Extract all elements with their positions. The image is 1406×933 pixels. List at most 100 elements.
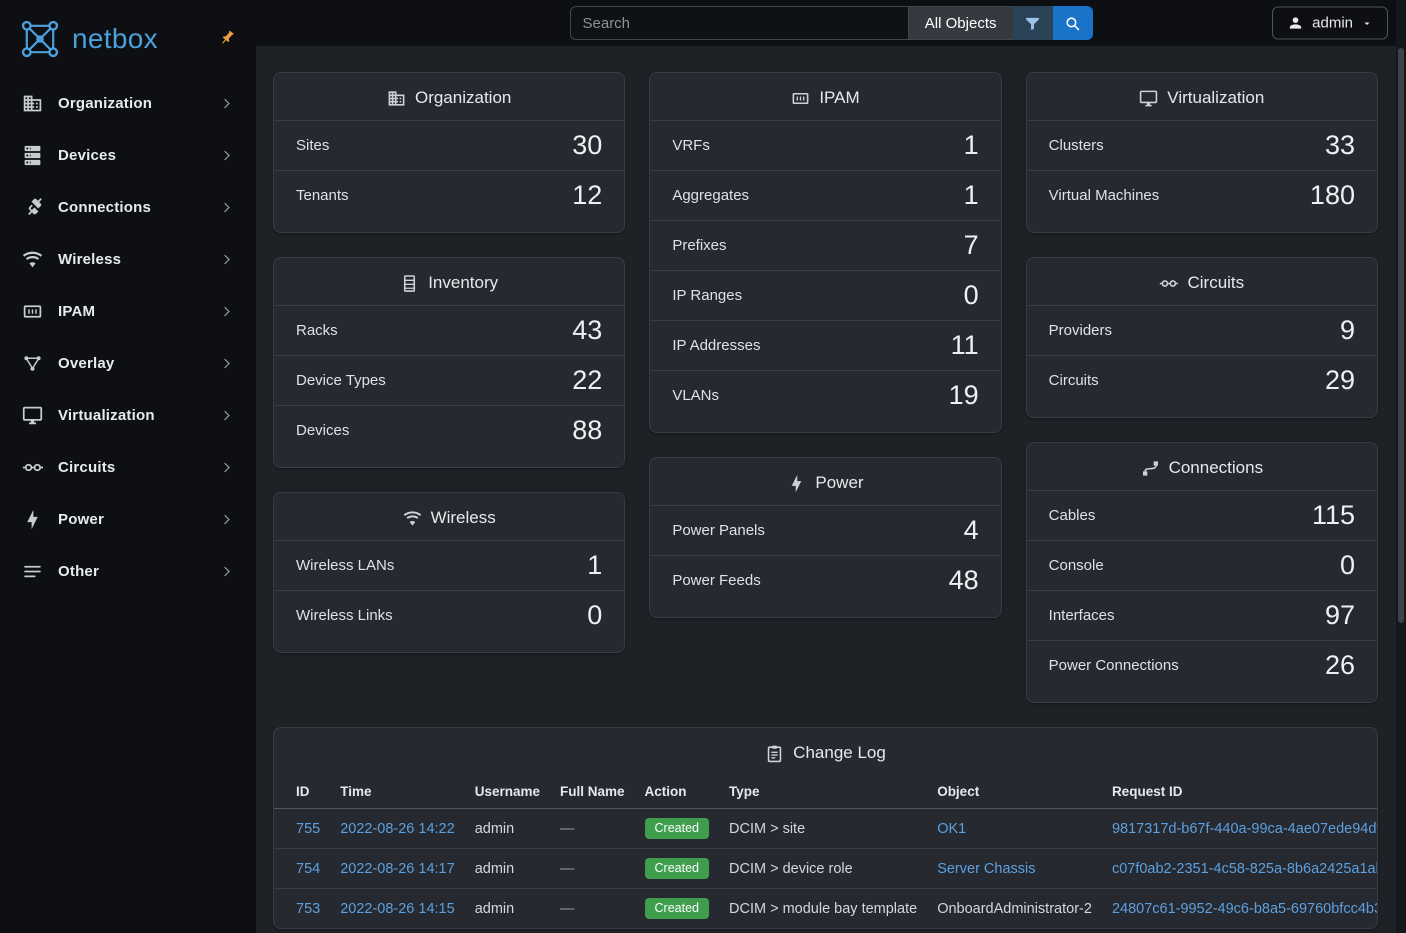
chevron-right-icon (219, 200, 234, 215)
column-header-full-name[interactable]: Full Name (550, 775, 635, 809)
stat-label: Devices (296, 422, 350, 439)
change-time-link[interactable]: 2022-08-26 14:15 (340, 900, 455, 917)
stat-label: Power Panels (672, 522, 765, 539)
column-header-type[interactable]: Type (719, 775, 928, 809)
sidebar-item-other[interactable]: Other (0, 545, 256, 597)
stat-value[interactable]: 43 (572, 315, 603, 345)
change-time-link[interactable]: 2022-08-26 14:17 (340, 860, 455, 877)
stat-row-vrfs: VRFs 1 (650, 120, 1001, 170)
transit-icon (22, 457, 43, 478)
change-id-link[interactable]: 755 (296, 820, 321, 837)
dashboard-column-1: Organization Sites 30 Tenants 12 (273, 72, 626, 653)
stat-value[interactable]: 30 (572, 130, 603, 160)
stat-label: Wireless Links (296, 607, 393, 624)
change-object: OnboardAdministrator-2 (937, 900, 1092, 917)
stat-value[interactable]: 26 (1324, 650, 1355, 680)
object-type-dropdown-button[interactable]: All Objects (907, 6, 1013, 40)
stat-value[interactable]: 0 (1339, 550, 1355, 580)
pin-sidebar-icon[interactable] (218, 29, 236, 47)
stat-value[interactable]: 12 (572, 180, 603, 210)
stat-value[interactable]: 0 (587, 600, 603, 630)
card-title: Circuits (1187, 273, 1245, 292)
dashboard-column-2: IPAM VRFs 1 Aggregates 1 Prefixes 7 (649, 72, 1002, 618)
stat-value[interactable]: 48 (948, 565, 979, 595)
sidebar-item-virtualization[interactable]: Virtualization (0, 389, 256, 441)
connection-icon (22, 197, 43, 218)
change-object-link[interactable]: OK1 (937, 820, 967, 837)
change-type: DCIM > site (729, 820, 806, 837)
stat-value[interactable]: 11 (950, 330, 979, 360)
stat-value[interactable]: 19 (948, 380, 979, 410)
user-menu-button[interactable]: admin (1272, 6, 1388, 40)
card-title: Organization (414, 88, 512, 107)
page-scrollbar-thumb[interactable] (1398, 48, 1404, 623)
stat-value[interactable]: 29 (1324, 365, 1355, 395)
column-header-request-id[interactable]: Request ID (1101, 775, 1377, 809)
action-badge: Created (644, 898, 709, 919)
change-id-link[interactable]: 754 (296, 860, 321, 877)
stat-row-vlans: VLANs 19 (650, 370, 1001, 420)
stat-value[interactable]: 4 (963, 515, 979, 545)
change-object-link[interactable]: Server Chassis (937, 860, 1036, 877)
stat-row-device-types: Device Types 22 (274, 355, 625, 405)
request-id-link[interactable]: c07f0ab2-2351-4c58-825a-8b6a2425a1ab (1111, 860, 1378, 877)
sidebar-item-organization[interactable]: Organization (0, 77, 256, 129)
stat-value[interactable]: 7 (963, 230, 979, 260)
stat-value[interactable]: 0 (963, 280, 979, 310)
column-header-object[interactable]: Object (927, 775, 1102, 809)
change-full-name: — (560, 900, 575, 917)
stat-value[interactable]: 1 (963, 130, 979, 160)
change-id-link[interactable]: 753 (296, 900, 321, 917)
column-header-time[interactable]: Time (330, 775, 465, 809)
stat-value[interactable]: 22 (572, 365, 603, 395)
sidebar-item-wireless[interactable]: Wireless (0, 233, 256, 285)
sidebar: netbox Organization Devices Connections (0, 0, 256, 933)
stat-value[interactable]: 180 (1309, 180, 1355, 210)
sidebar-item-label: Connections (58, 198, 152, 216)
sidebar-item-label: Other (58, 562, 100, 580)
column-header-username[interactable]: Username (464, 775, 550, 809)
change-time-link[interactable]: 2022-08-26 14:22 (340, 820, 455, 837)
sidebar-item-connections[interactable]: Connections (0, 181, 256, 233)
stat-value[interactable]: 97 (1324, 600, 1355, 630)
stat-label: Power Feeds (672, 572, 761, 589)
sidebar-item-circuits[interactable]: Circuits (0, 441, 256, 493)
change-type: DCIM > module bay template (729, 900, 918, 917)
search-submit-button[interactable] (1052, 6, 1093, 40)
stat-value[interactable]: 1 (963, 180, 979, 210)
stat-value[interactable]: 115 (1311, 500, 1355, 530)
card-header: Wireless (274, 493, 624, 540)
main-area: All Objects admin (256, 0, 1406, 933)
stat-value[interactable]: 9 (1339, 315, 1355, 345)
card-title: Wireless (430, 508, 496, 527)
sidebar-item-devices[interactable]: Devices (0, 129, 256, 181)
sidebar-item-label: Circuits (58, 458, 116, 476)
filter-button[interactable] (1012, 6, 1053, 40)
stat-label: Clusters (1048, 137, 1104, 154)
sidebar-item-ipam[interactable]: IPAM (0, 285, 256, 337)
stat-label: Interfaces (1048, 607, 1115, 624)
card-title: Inventory (428, 273, 499, 292)
action-badge: Created (644, 818, 709, 839)
page-scrollbar-track[interactable] (1396, 0, 1406, 933)
stat-label: Device Types (296, 372, 386, 389)
request-id-link[interactable]: 24807c61-9952-49c6-b8a5-69760bfcc4b3 (1111, 900, 1378, 917)
netbox-logo[interactable]: netbox (18, 17, 158, 61)
username-label: admin (1312, 14, 1353, 32)
graph-icon (22, 353, 43, 374)
stat-label: IP Addresses (672, 337, 761, 354)
stat-value[interactable]: 88 (572, 415, 603, 445)
caret-down-icon (1361, 17, 1373, 29)
card-title: Connections (1168, 458, 1264, 477)
request-id-link[interactable]: 9817317d-b67f-440a-99ca-4ae07ede94df (1111, 820, 1378, 837)
sidebar-item-overlay[interactable]: Overlay (0, 337, 256, 389)
sidebar-item-label: IPAM (58, 302, 96, 320)
card-header: Connections (1027, 443, 1377, 490)
stat-value[interactable]: 1 (587, 550, 603, 580)
sidebar-item-power[interactable]: Power (0, 493, 256, 545)
stat-row-ip-ranges: IP Ranges 0 (650, 270, 1001, 320)
stat-value[interactable]: 33 (1324, 130, 1355, 160)
chevron-right-icon (219, 512, 234, 527)
stat-label: Racks (296, 322, 338, 339)
search-input[interactable] (569, 6, 908, 40)
